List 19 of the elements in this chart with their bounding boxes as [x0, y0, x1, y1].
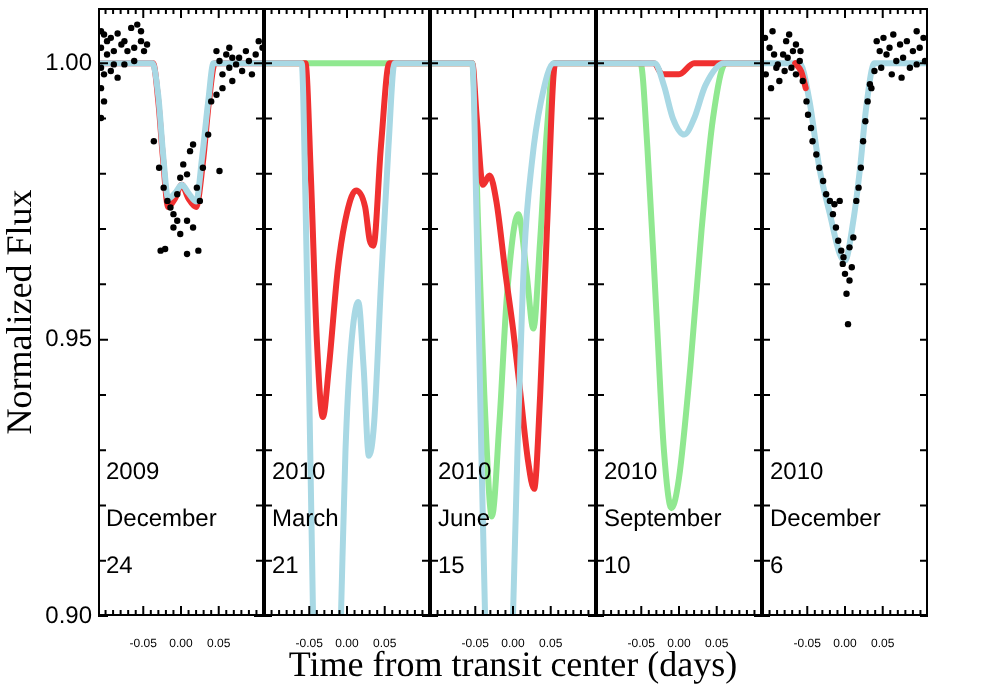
annotation: December: [770, 503, 881, 532]
annotation: September: [604, 503, 722, 532]
y-tick-label: 0.90: [45, 600, 93, 629]
annotation: 2009: [106, 456, 161, 485]
y-tick-label: 1.00: [45, 47, 93, 76]
y-axis-title: Normalized Flux: [0, 189, 40, 435]
y-tick-label: 0.95: [45, 324, 93, 353]
annotation: 15: [438, 550, 466, 579]
annotation: 6: [770, 550, 784, 579]
annotation: 24: [106, 550, 134, 579]
annotation: 2010: [770, 456, 825, 485]
annotation: June: [438, 503, 491, 532]
annotation: December: [106, 503, 217, 532]
annotation: 2010: [438, 456, 493, 485]
annotation: 2010: [604, 456, 659, 485]
annotation: 21: [272, 550, 300, 579]
annotation: March: [272, 503, 339, 532]
annotation: 10: [604, 550, 632, 579]
annotation: 2010: [272, 456, 327, 485]
